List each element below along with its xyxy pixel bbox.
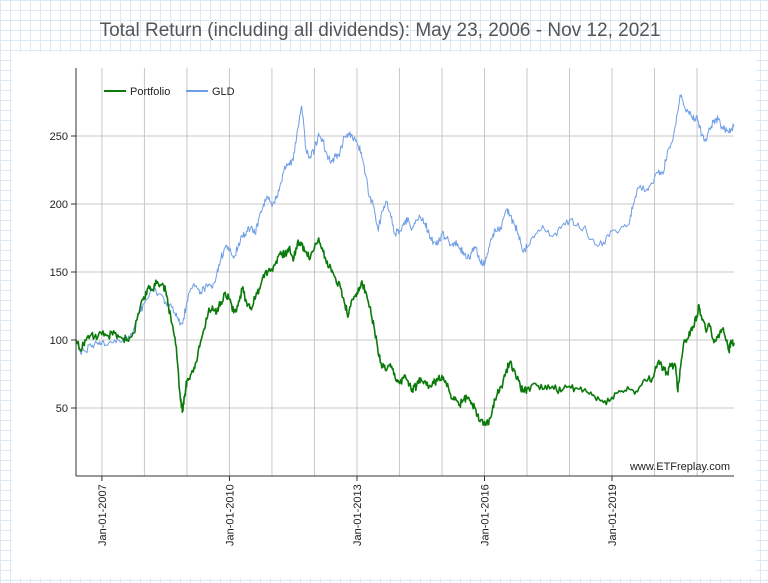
chart-panel: [12, 52, 756, 578]
series-line-portfolio: [75, 237, 735, 427]
axes: 50 100 150 200 250 Jan-01-2007 Jan-01-2010 Jan-…: [50, 68, 734, 546]
y-tick-label: 100: [50, 335, 68, 347]
y-tick-label: 50: [56, 403, 68, 415]
credit-label: www.ETFreplay.com: [629, 461, 730, 473]
x-tick-label: Jan-01-2019: [607, 484, 619, 546]
chart-title: Total Return (including all dividends): …: [100, 20, 661, 41]
legend-label-portfolio: Portfolio: [130, 86, 170, 98]
grid: [76, 68, 734, 476]
y-tick-label: 150: [50, 267, 68, 279]
x-tick-label: Jan-01-2007: [97, 484, 109, 546]
series-group: [75, 94, 735, 427]
y-tick-label: 200: [50, 199, 68, 211]
y-tick-label: 250: [50, 131, 68, 143]
legend: Portfolio GLD: [104, 86, 235, 98]
series-line-gld: [75, 94, 735, 355]
x-tick-label: Jan-01-2010: [224, 484, 236, 546]
legend-label-gld: GLD: [212, 86, 235, 98]
x-tick-label: Jan-01-2013: [352, 484, 364, 546]
x-tick-label: Jan-01-2016: [479, 484, 491, 546]
